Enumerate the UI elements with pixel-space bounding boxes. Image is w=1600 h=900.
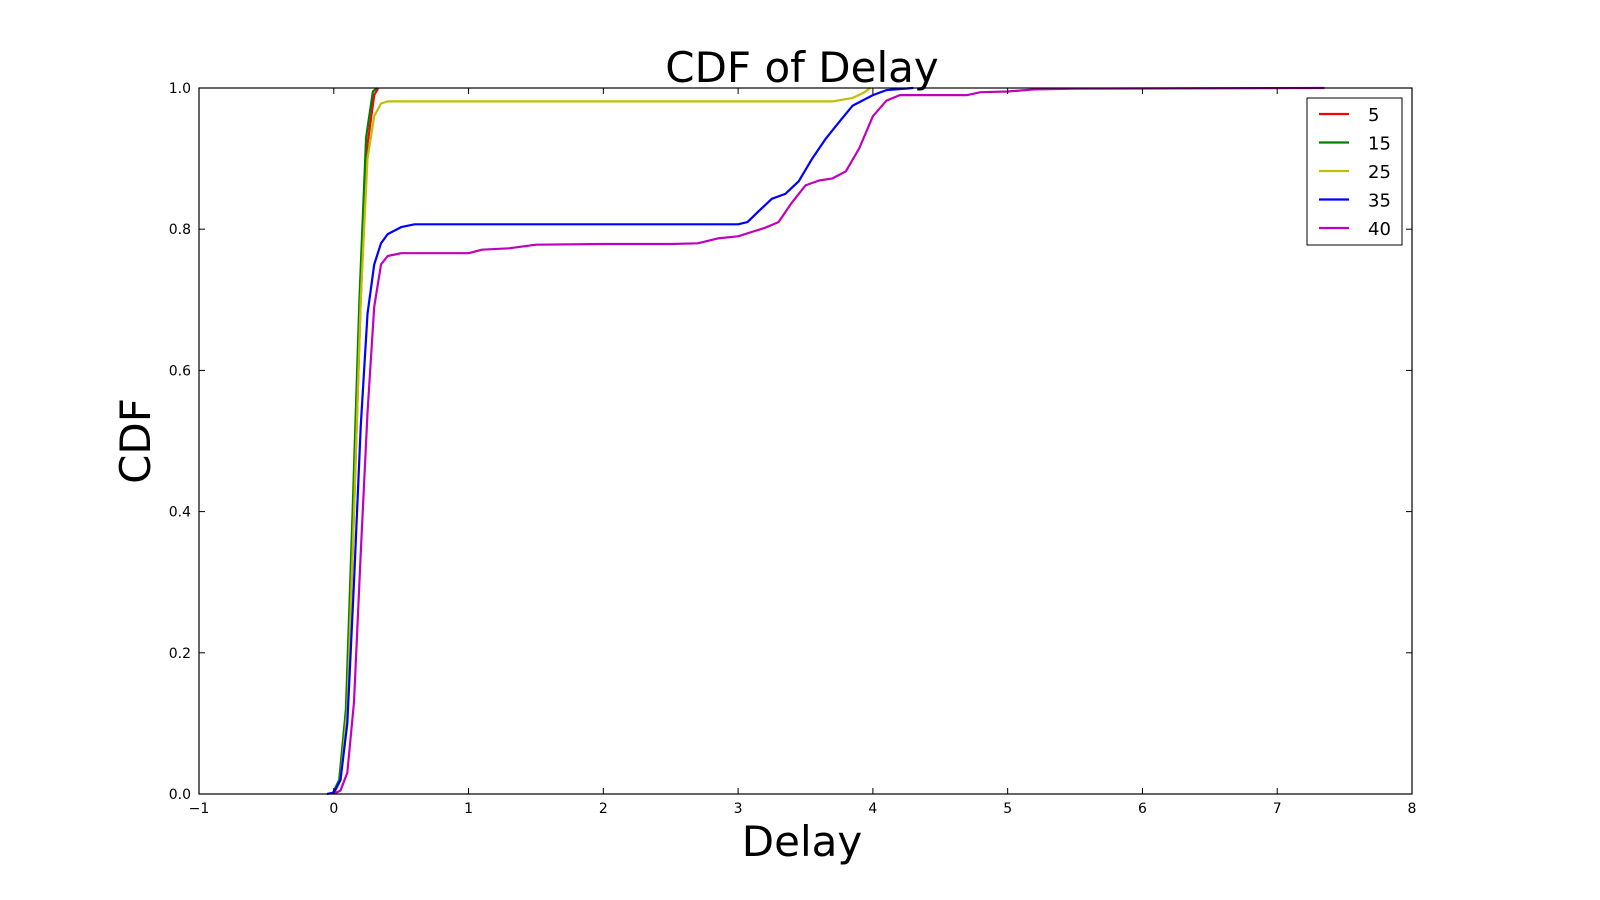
y-axis-label: CDF	[111, 398, 160, 484]
y-tick-label: 0.8	[169, 222, 191, 238]
legend-label: 5	[1368, 105, 1379, 126]
x-tick-label: 0	[329, 801, 338, 817]
plot-lines	[326, 86, 1325, 796]
legend-label: 40	[1368, 219, 1391, 240]
series-line-15	[331, 87, 378, 795]
axis-ticks: −1 0 1 2 3 4 5 6 7 8 0.0 0.2 0.4 0.6 0.8 1.0	[169, 81, 1417, 817]
chart-title: CDF of Delay	[665, 43, 938, 92]
x-tick-label: 3	[734, 801, 743, 817]
y-tick-label: 0.2	[169, 646, 191, 662]
y-tick-label: 0.0	[169, 787, 191, 803]
y-tick-label: 1.0	[169, 81, 191, 97]
x-tick-label: 2	[599, 801, 608, 817]
y-tick-label: 0.4	[169, 505, 191, 521]
series-line-40	[333, 86, 1325, 795]
legend-label: 25	[1368, 162, 1391, 183]
x-tick-label: −1	[189, 801, 210, 817]
series-line-35	[326, 86, 914, 796]
x-tick-label: 6	[1138, 801, 1147, 817]
legend: 5 15 25 35 40	[1306, 97, 1403, 246]
legend-label: 15	[1368, 134, 1391, 155]
x-axis-label: Delay	[742, 817, 862, 866]
legend-label: 35	[1368, 191, 1391, 212]
x-tick-label: 5	[1003, 801, 1012, 817]
series-line-25	[332, 87, 871, 795]
x-tick-label: 4	[868, 801, 877, 817]
x-tick-label: 8	[1408, 801, 1417, 817]
x-tick-label: 7	[1273, 801, 1282, 817]
plot-area-frame	[198, 87, 1413, 795]
x-tick-label: 1	[464, 801, 473, 817]
y-tick-label: 0.6	[169, 363, 191, 379]
